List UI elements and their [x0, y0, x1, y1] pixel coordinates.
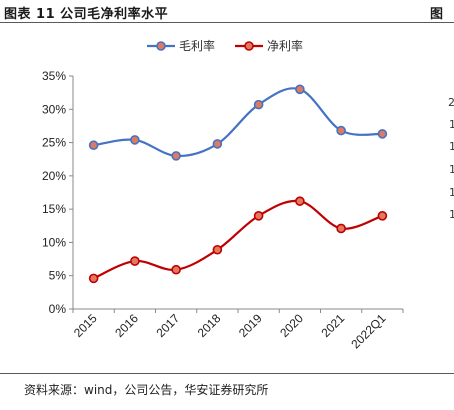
data-point: [130, 256, 140, 266]
y-tick-label: 15%: [42, 202, 66, 216]
y-tick-label: 20%: [42, 169, 66, 183]
clipped-label: 2: [448, 96, 454, 109]
x-tick-label: 2020: [277, 311, 306, 340]
data-point: [377, 129, 388, 139]
clipped-label: 1: [449, 208, 454, 221]
y-tick-label: 30%: [42, 102, 66, 116]
line-chart: 毛利率 净利率 0% 5% 10% 15% 20% 25% 30% 35% 2015 2016 201…: [42, 38, 404, 351]
legend-swatch-marker: [244, 41, 254, 51]
data-point: [336, 223, 346, 234]
series-line: [93, 87, 383, 158]
legend: 毛利率 净利率: [147, 38, 303, 53]
data-point: [295, 196, 305, 206]
y-tick-label: 35%: [42, 69, 66, 83]
data-point: [253, 211, 264, 221]
series-2: [88, 196, 388, 284]
chart-axes: 0% 5% 10% 15% 20% 25% 30% 35% 2015 2016 2017 2018 20…: [42, 69, 404, 351]
y-tick-label: 25%: [42, 136, 66, 150]
series-1: [88, 84, 388, 161]
data-point: [336, 125, 346, 136]
x-tick-label: 2017: [153, 311, 182, 340]
data-point: [88, 140, 99, 151]
data-point: [171, 151, 181, 161]
bottom-rule: [0, 373, 454, 374]
clipped-label: 1: [449, 118, 454, 131]
x-tick-label: 2016: [112, 311, 141, 340]
data-point: [212, 244, 223, 255]
x-tick-label: 2019: [236, 311, 265, 340]
data-point: [377, 211, 388, 221]
data-point: [130, 135, 140, 145]
clipped-label: 1: [449, 163, 454, 176]
figure-title: 图表 11 公司毛净利率水平: [4, 7, 169, 22]
top-rule: [0, 22, 454, 23]
chart-series: [88, 84, 388, 284]
x-tick-label: 2022Q1: [348, 311, 388, 351]
y-tick-label: 0%: [49, 302, 67, 316]
x-tick-label: 2018: [195, 311, 224, 340]
clipped-label: 1: [449, 140, 454, 153]
series-line: [93, 199, 383, 280]
y-tick-label: 10%: [42, 235, 66, 249]
legend-label: 净利率: [267, 38, 303, 53]
x-tick-label: 2015: [71, 311, 100, 340]
data-point: [88, 273, 99, 284]
y-tick-label: 5%: [49, 269, 67, 283]
data-point: [171, 264, 181, 275]
data-point: [253, 99, 264, 110]
source-note: 资料来源：wind，公司公告，华安证券研究所: [24, 383, 269, 397]
legend-swatch-marker: [156, 41, 166, 51]
data-point: [212, 139, 223, 149]
legend-label: 毛利率: [179, 38, 215, 53]
clipped-figure-title: 图: [430, 7, 444, 22]
data-point: [295, 84, 305, 95]
clipped-label: 1: [449, 186, 454, 199]
x-tick-label: 2021: [318, 311, 347, 340]
